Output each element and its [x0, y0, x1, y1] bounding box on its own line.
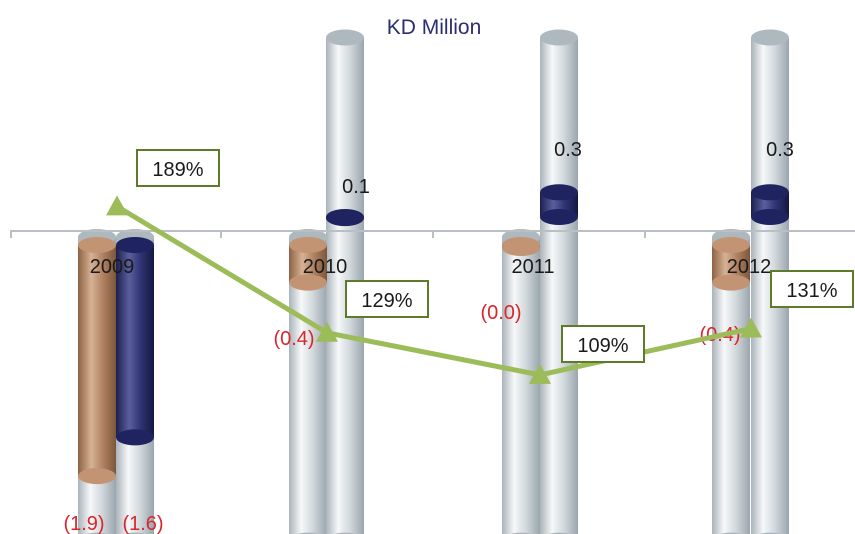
- ratio-label: 129%: [345, 280, 429, 318]
- bar-2010-s0: [289, 237, 327, 291]
- bar-2010-s1: [326, 209, 364, 227]
- ratio-line-layer: 189% 129% 109% 131%: [106, 149, 854, 384]
- bar-2009-s0: [78, 237, 116, 485]
- svg-text:131%: 131%: [786, 280, 837, 302]
- category-label: 2010: [303, 256, 348, 278]
- ratio-label: 131%: [770, 270, 854, 308]
- ratio-line: [115, 204, 752, 378]
- ratio-marker: [529, 363, 551, 384]
- bar-2012-s1: [751, 184, 789, 225]
- chart-title: KD Million: [387, 16, 482, 39]
- value-label: (0.0): [480, 302, 521, 324]
- svg-text:189%: 189%: [152, 159, 203, 181]
- ratio-label: 189%: [136, 149, 220, 187]
- value-label: (1.6): [122, 513, 163, 534]
- bar-2009-s1: [116, 237, 154, 446]
- axis-ticks: [10, 231, 646, 238]
- value-label: (0.4): [273, 328, 314, 350]
- ratio-marker: [106, 195, 128, 216]
- ratio-marker: [740, 317, 762, 338]
- category-label: 2012: [727, 256, 772, 278]
- value-label: 0.1: [342, 176, 370, 198]
- value-label: 0.3: [766, 139, 794, 161]
- svg-text:129%: 129%: [361, 290, 412, 312]
- background-tube: [540, 29, 578, 534]
- category-label: 2009: [90, 256, 135, 278]
- ratio-label: 109%: [561, 325, 645, 363]
- value-label: (1.9): [63, 513, 104, 534]
- cylinders-layer: [78, 29, 789, 534]
- value-labels: (1.9) (1.6)(0.4)(0.0)(0.4)0.10.3 0.3: [63, 139, 793, 534]
- bar-2011-s1: [540, 184, 578, 225]
- value-label: 0.3: [554, 139, 582, 161]
- category-label: 2011: [511, 256, 554, 278]
- ratio-marker: [316, 321, 338, 342]
- category-labels: 2009 2010 2011 2012: [90, 256, 772, 278]
- svg-text:109%: 109%: [577, 335, 628, 357]
- bar-2011-s0: [502, 237, 540, 256]
- bar-2012-s0: [712, 237, 750, 291]
